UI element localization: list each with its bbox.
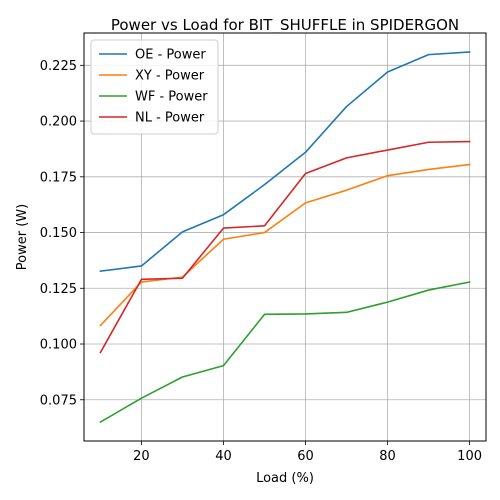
legend-box — [90, 39, 219, 135]
x-tick-label: 80 — [379, 449, 396, 464]
series-lines — [99, 51, 471, 424]
x-axis-title: Load (%) — [256, 471, 314, 486]
chart-title: Power vs Load for BIT_SHUFFLE in SPIDERG… — [111, 16, 459, 35]
series-line-nl — [99, 140, 471, 354]
legend-label: XY - Power — [135, 69, 205, 84]
legend-label: OE - Power — [135, 48, 206, 63]
x-tick-label: 40 — [215, 449, 232, 464]
legend: OE - Power XY - Power WF - Power NL - Power — [90, 39, 219, 135]
x-tick-label: 60 — [297, 449, 314, 464]
y-tick-label: 0.100 — [40, 338, 77, 353]
y-axis-title: Power (W) — [15, 204, 30, 270]
axis-ticks: 20 40 60 80 100 0.075 0.100 0.125 0.150 0.175 0.20… — [40, 59, 482, 464]
series-line-wf — [99, 281, 471, 424]
legend-label: WF - Power — [135, 90, 208, 105]
y-tick-label: 0.150 — [40, 226, 77, 241]
y-tick-label: 0.225 — [40, 59, 77, 74]
y-tick-label: 0.175 — [40, 170, 77, 185]
y-tick-label: 0.200 — [40, 115, 77, 130]
x-tick-label: 20 — [133, 449, 150, 464]
plot-area-frame — [83, 32, 487, 442]
x-tick-label: 100 — [457, 449, 482, 464]
legend-label: NL - Power — [135, 111, 205, 126]
y-tick-label: 0.075 — [40, 393, 77, 408]
y-tick-label: 0.125 — [40, 282, 77, 297]
series-line-oe — [99, 51, 471, 273]
